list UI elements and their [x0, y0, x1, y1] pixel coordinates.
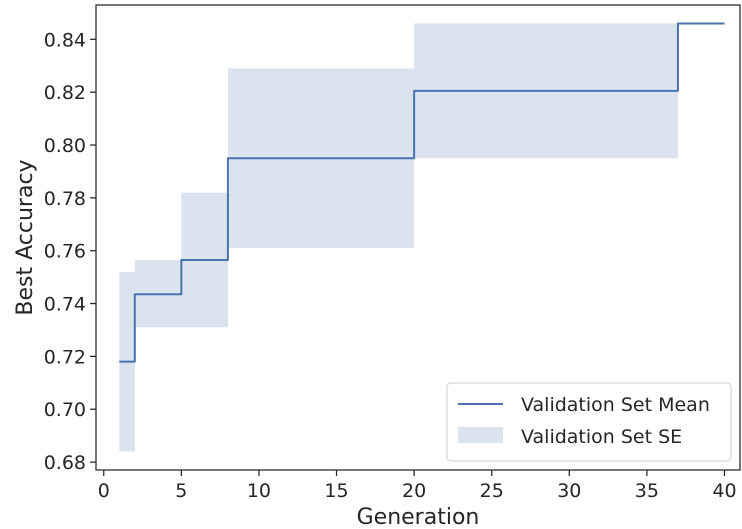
x-tick-label: 40 — [712, 480, 736, 502]
mean-line — [119, 22, 725, 363]
y-tick-label: 0.70 — [44, 399, 86, 421]
legend-label-se: Validation Set SE — [521, 426, 682, 448]
y-tick-label: 0.78 — [44, 188, 86, 210]
y-tick-label: 0.68 — [44, 452, 86, 474]
y-tick-label: 0.72 — [44, 346, 86, 368]
y-tick-label: 0.74 — [44, 294, 86, 316]
y-axis-ticks: 0.68 0.70 0.72 0.74 0.76 0.78 0.80 0.82 0.84 — [44, 29, 96, 474]
x-tick-label: 30 — [557, 480, 581, 502]
legend-label-mean: Validation Set Mean — [521, 394, 710, 416]
x-tick-label: 0 — [98, 480, 110, 502]
x-axis-label: Generation — [357, 505, 480, 529]
plot-area-frame — [95, 4, 741, 471]
y-axis-label: Best Accuracy — [13, 159, 38, 315]
legend: Validation Set Mean Validation Set SE — [446, 382, 732, 462]
y-tick-label: 0.84 — [44, 29, 86, 51]
legend-box — [446, 382, 732, 462]
y-tick-label: 0.76 — [44, 241, 86, 263]
y-tick-label: 0.80 — [44, 135, 86, 157]
x-tick-label: 25 — [480, 480, 504, 502]
mean-line-layer — [119, 22, 725, 363]
x-tick-label: 35 — [635, 480, 659, 502]
x-tick-label: 10 — [247, 480, 271, 502]
x-tick-label: 20 — [402, 480, 426, 502]
axes — [95, 4, 741, 471]
se-band-layer — [119, 23, 725, 452]
se-band — [119, 23, 725, 452]
x-axis-ticks: 0 5 10 15 20 25 30 35 40 — [98, 470, 737, 502]
x-tick-label: 5 — [175, 480, 187, 502]
x-tick-label: 15 — [324, 480, 348, 502]
legend-band-swatch — [458, 427, 503, 443]
y-tick-label: 0.82 — [44, 82, 86, 104]
